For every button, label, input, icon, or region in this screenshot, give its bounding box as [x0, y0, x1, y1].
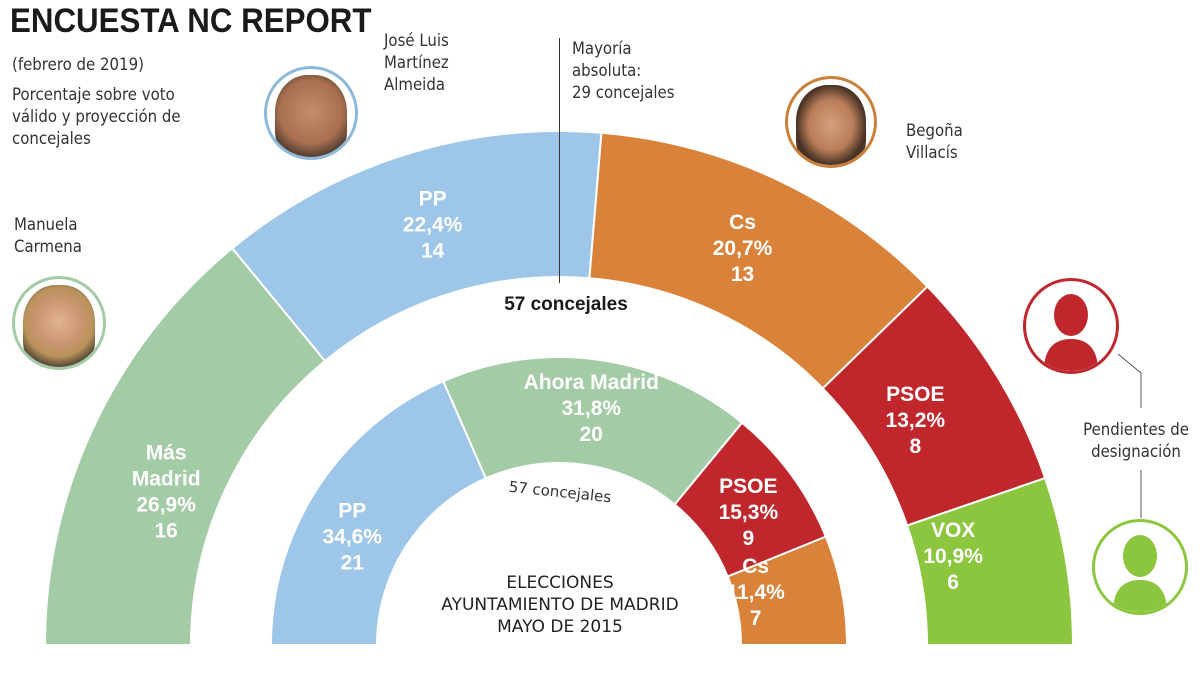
outer-total-label: 57 concejales — [504, 294, 628, 315]
segment-seats-label: 6 — [947, 571, 959, 594]
candidate-name-line: Carmena — [14, 237, 82, 257]
pending-label-line: designación — [1091, 442, 1181, 462]
candidate-photo-carmena — [12, 276, 106, 370]
segment-party-label: PP — [419, 188, 447, 211]
segment-percent-label: 31,8% — [562, 397, 622, 420]
segment-seats-label: 21 — [341, 551, 365, 574]
candidate-photo-villacis — [785, 76, 877, 168]
majority-line — [559, 38, 560, 283]
outer-ring-2019: Más Madrid 26,9% 16 PP 22,4% 14 Cs 20,7% 13 PSOE 13… — [43, 130, 1075, 646]
majority-label: Mayoría absoluta: 29 concejales — [572, 38, 675, 104]
segment-percent-label: 34,6% — [322, 525, 382, 548]
segment-party-label: PSOE — [719, 475, 777, 498]
segment-seats-label: 13 — [731, 263, 754, 286]
segment-vox — [905, 476, 1075, 646]
candidate-name-line: Villacís — [906, 143, 958, 163]
survey-date: (febrero de 2019) — [12, 55, 144, 75]
segment-percent-label: 15,3% — [719, 501, 779, 524]
pending-photo-vox — [1092, 519, 1188, 615]
segment-party-label: Ahora Madrid — [524, 371, 659, 394]
person-silhouette-icon — [1113, 535, 1167, 612]
segment-seats-label: 9 — [743, 527, 755, 550]
segment-party-label: Madrid — [132, 467, 201, 490]
segment-pp — [269, 379, 488, 646]
majority-label-line: 29 concejales — [572, 83, 675, 103]
inner-title-line: ELECCIONES — [506, 573, 614, 593]
segment-percent-label: 10,9% — [923, 545, 983, 568]
segment-cs — [726, 535, 849, 646]
candidate-name-almeida: José Luis Martínez Almeida — [384, 30, 449, 96]
segment-seats-label: 14 — [421, 240, 445, 263]
majority-label-line: Mayoría — [572, 39, 632, 59]
segment-percent-label: 11,4% — [726, 581, 785, 604]
inner-chart-title: ELECCIONES AYUNTAMIENTO DE MADRID MAYO D… — [400, 572, 720, 638]
inner-total-label: 57 concejales — [508, 478, 612, 507]
segment-party-label: VOX — [931, 519, 975, 542]
candidate-name-line: Manuela — [14, 215, 78, 235]
majority-label-line: absoluta: — [572, 61, 642, 81]
segment-seats-label: 16 — [154, 519, 177, 542]
person-silhouette-icon — [1044, 294, 1098, 371]
segment-ahora-madrid — [441, 356, 744, 506]
avatar — [275, 75, 347, 157]
candidate-name-villacis: Begoña Villacís — [906, 120, 963, 164]
inner-title-line: AYUNTAMIENTO DE MADRID — [441, 595, 679, 615]
segment-percent-label: 26,9% — [136, 493, 196, 516]
segment-percent-label: 13,2% — [886, 409, 946, 432]
segment-party-label: Más — [146, 441, 187, 464]
candidate-name-line: Martínez — [384, 53, 449, 73]
chart-description: Porcentaje sobre voto válido y proyecció… — [12, 85, 181, 149]
pending-label: Pendientes de designación — [1066, 419, 1200, 463]
candidate-photo-almeida — [264, 66, 358, 160]
segment-seats-label: 7 — [750, 607, 762, 630]
segment-party-label: PSOE — [886, 383, 944, 406]
candidate-name-carmena: Manuela Carmena — [14, 214, 82, 258]
chart-title: ENCUESTA NC REPORT — [10, 2, 372, 40]
candidate-name-line: Begoña — [906, 121, 963, 141]
segment-party-label: PP — [338, 499, 366, 522]
avatar — [796, 85, 866, 165]
candidate-name-line: Almeida — [384, 75, 445, 95]
segment-party-label: Cs — [729, 211, 756, 234]
pending-label-line: Pendientes de — [1083, 420, 1189, 440]
avatar — [23, 285, 95, 367]
segment-seats-label: 20 — [580, 423, 603, 446]
segment-seats-label: 8 — [909, 435, 921, 458]
candidate-name-line: José Luis — [384, 31, 449, 51]
segment-percent-label: 22,4% — [403, 214, 463, 237]
inner-title-line: MAYO DE 2015 — [497, 617, 623, 637]
pending-connector-lines — [1117, 353, 1142, 518]
segment-percent-label: 20,7% — [713, 237, 773, 260]
pending-photo-psoe — [1023, 278, 1119, 374]
inner-ring-2015: PP 34,6% 21 Ahora Madrid 31,8% 20 PSOE 15,3% 9 Cs… — [269, 356, 849, 646]
segment-party-label: Cs — [742, 555, 769, 578]
